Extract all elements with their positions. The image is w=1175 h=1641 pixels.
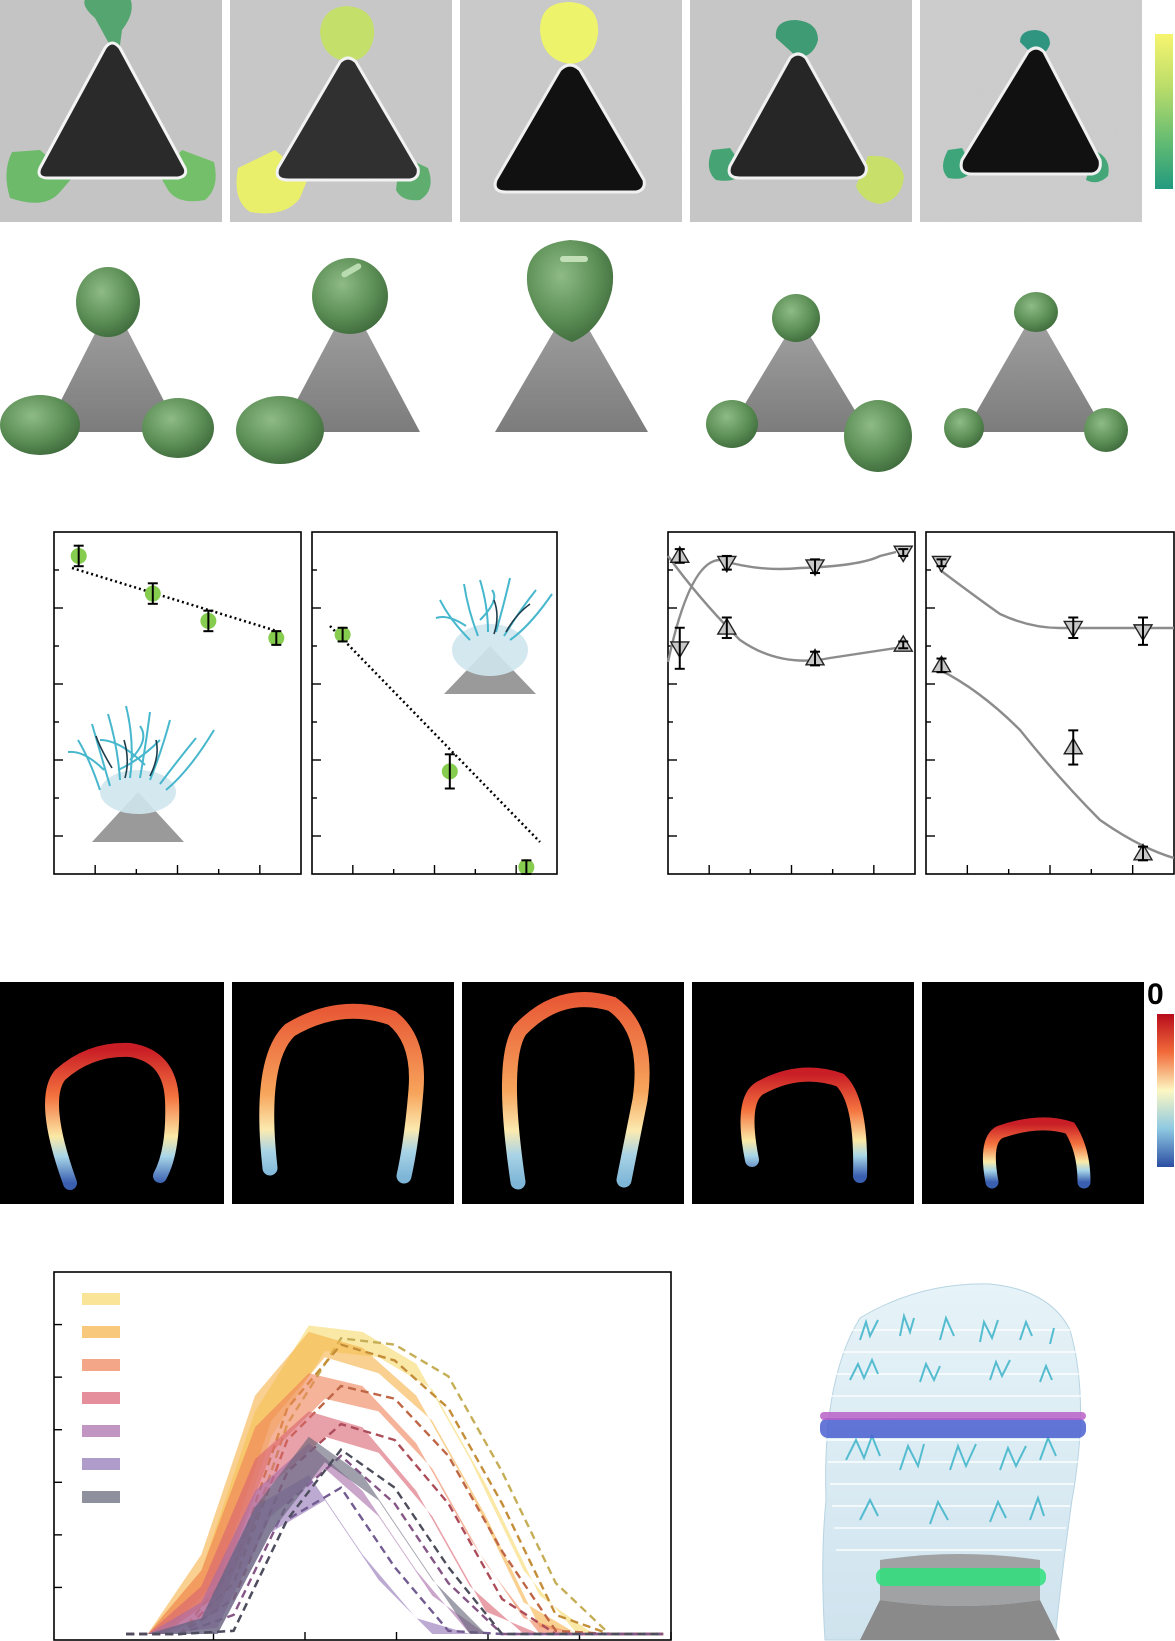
plot-3-fit-down — [666, 550, 897, 663]
viridis-colorbar — [1155, 34, 1173, 189]
simulation-green-slice — [876, 1568, 1046, 1586]
plot-4-fit-up — [939, 668, 1175, 860]
arch-panel-5 — [922, 982, 1144, 1204]
reconstruction-2 — [236, 258, 420, 464]
plot-3-points — [669, 545, 914, 670]
plot-2-points — [334, 626, 535, 876]
legend-swatch — [82, 1491, 120, 1503]
tem-image-1 — [0, 0, 222, 222]
density-band — [94, 1331, 648, 1634]
legend-swatch — [82, 1293, 120, 1305]
density-bands — [94, 1325, 664, 1636]
rdylbu-colorbar — [1157, 1014, 1174, 1167]
reconstruction-row — [0, 240, 1128, 472]
plot-4-ticks — [926, 569, 1134, 874]
plot-4-points — [931, 555, 1154, 862]
plot-2-ticks — [312, 569, 517, 874]
arch-2 — [259, 1003, 424, 1184]
colorbar-top-label: 0 — [1147, 978, 1164, 1011]
density-band — [94, 1436, 648, 1634]
arch-panel-1 — [0, 982, 224, 1204]
plot-1-fit-line — [71, 566, 281, 634]
plot-1-points — [70, 544, 285, 647]
scatter-plot-2 — [311, 531, 558, 876]
density-profile-plot — [53, 1271, 672, 1641]
arch-3 — [501, 992, 650, 1190]
arch-panel-4 — [692, 982, 914, 1204]
tem-image-4 — [690, 0, 912, 222]
legend-swatch — [82, 1458, 120, 1470]
tem-image-row — [0, 0, 1173, 222]
reconstruction-3 — [495, 240, 648, 432]
arch-map-row — [0, 982, 1174, 1204]
simulation-blue-slice — [820, 1418, 1086, 1438]
arch-5 — [982, 1117, 1091, 1189]
density-ticks — [54, 1323, 672, 1640]
arch-panel-3 — [462, 982, 684, 1204]
legend-swatch — [82, 1425, 120, 1437]
plot-4-fit-down — [939, 569, 1174, 630]
reconstruction-5 — [944, 292, 1128, 452]
tem-image-2 — [230, 0, 452, 222]
density-legend — [82, 1293, 120, 1503]
legend-swatch — [82, 1326, 120, 1338]
arch-1 — [45, 1042, 180, 1190]
arch-4 — [740, 1067, 868, 1183]
legend-swatch — [82, 1392, 120, 1404]
plot-1-inset-ligand-cartoon — [67, 705, 215, 842]
tem-image-5 — [920, 0, 1142, 222]
density-fit-line — [126, 1447, 664, 1636]
plot-3-fit-up — [667, 555, 897, 662]
plot-2-fit-line — [329, 625, 541, 843]
scatter-plot-4 — [925, 531, 1175, 875]
reconstruction-1 — [0, 267, 214, 458]
density-fit-line — [126, 1337, 664, 1636]
plot-3-ticks — [668, 569, 875, 874]
plot-2-inset-ligand-cartoon — [435, 577, 553, 694]
scatter-plot-3 — [666, 531, 916, 875]
scatter-plot-1 — [53, 531, 302, 875]
tem-image-3 — [460, 0, 682, 222]
legend-swatch — [82, 1359, 120, 1371]
simulation-render — [820, 1283, 1086, 1641]
density-band — [94, 1325, 648, 1634]
plot-1-ticks — [54, 569, 261, 874]
reconstruction-4 — [706, 294, 912, 472]
